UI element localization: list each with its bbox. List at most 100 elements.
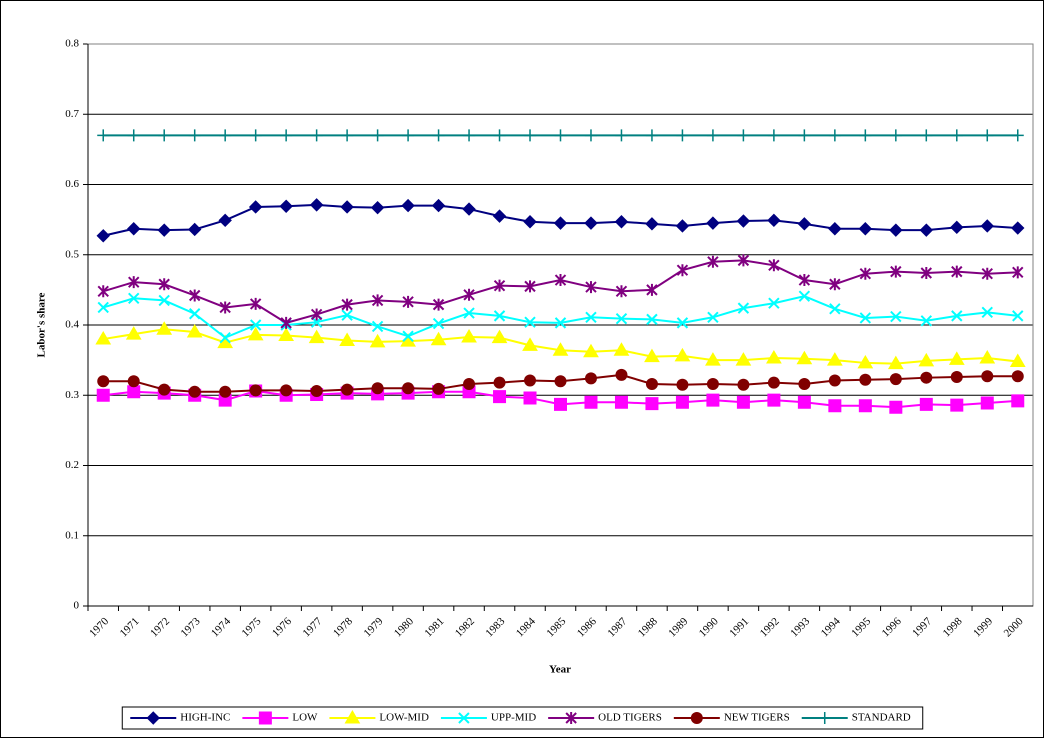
y-tick-label: 0.8 [65, 38, 79, 50]
marker [127, 385, 141, 399]
marker [341, 129, 354, 142]
marker [370, 200, 385, 215]
marker [676, 264, 689, 277]
marker [735, 352, 752, 366]
marker [524, 129, 537, 142]
marker [554, 397, 567, 411]
marker [432, 382, 445, 395]
marker [858, 399, 872, 413]
marker [818, 712, 831, 724]
marker [463, 378, 476, 391]
marker [402, 129, 415, 142]
marker [524, 374, 537, 387]
marker [309, 198, 324, 212]
marker [737, 129, 750, 142]
marker [431, 198, 446, 213]
marker [554, 317, 567, 329]
marker [737, 302, 750, 314]
marker [889, 373, 902, 386]
marker [247, 326, 264, 341]
marker [279, 199, 293, 213]
marker [584, 395, 598, 409]
marker [554, 129, 567, 142]
marker [310, 129, 323, 142]
y-tick-label: 0.1 [65, 529, 79, 541]
marker [341, 383, 354, 396]
marker [644, 348, 660, 363]
marker [676, 317, 689, 329]
marker [920, 315, 933, 327]
marker [615, 312, 628, 325]
marker [248, 200, 263, 214]
marker [584, 372, 597, 385]
marker [585, 281, 597, 294]
marker [158, 278, 170, 291]
marker [645, 217, 659, 231]
marker [280, 384, 293, 397]
marker [829, 278, 841, 291]
marker [219, 301, 231, 314]
marker [890, 310, 902, 323]
marker [493, 129, 506, 142]
marker [249, 129, 262, 142]
marker [889, 129, 902, 142]
marker [249, 384, 262, 397]
marker [249, 297, 262, 310]
marker [828, 222, 842, 236]
marker [125, 326, 142, 340]
marker [218, 213, 232, 228]
marker [737, 378, 750, 391]
marker [615, 368, 628, 381]
marker [188, 308, 201, 320]
marker [127, 129, 140, 142]
series [97, 129, 1024, 142]
series [95, 321, 1026, 370]
marker [188, 289, 201, 302]
marker [95, 331, 112, 345]
legend-box [121, 706, 924, 730]
marker [341, 298, 353, 311]
marker [798, 274, 811, 287]
marker [219, 331, 231, 344]
marker [371, 294, 384, 307]
series [97, 290, 1024, 344]
marker [552, 342, 569, 356]
marker [950, 220, 964, 235]
marker [828, 374, 841, 387]
marker [706, 378, 719, 391]
marker [889, 223, 903, 237]
marker [950, 370, 963, 383]
legend-label: UPP-MID [491, 712, 536, 724]
legend-label: LOW [292, 712, 318, 724]
legend-label: NEW TIGERS [724, 712, 790, 724]
y-axis-label: Labor's share [36, 292, 48, 357]
marker [857, 354, 874, 369]
legend-label: HIGH-INC [180, 712, 230, 724]
marker [798, 129, 811, 142]
marker [980, 219, 994, 233]
marker [432, 317, 445, 330]
marker [523, 215, 537, 229]
marker [402, 295, 414, 308]
marker [950, 129, 963, 142]
marker [371, 320, 384, 333]
marker [646, 313, 658, 326]
marker [950, 398, 964, 412]
marker [706, 216, 720, 230]
marker [676, 129, 689, 142]
marker [524, 316, 536, 328]
marker [919, 223, 934, 237]
marker [859, 373, 872, 386]
legend-label: STANDARD [852, 712, 911, 724]
marker [280, 316, 292, 329]
marker [859, 267, 872, 280]
marker [767, 376, 780, 389]
series [97, 368, 1024, 398]
marker [1011, 221, 1025, 235]
y-tick-label: 0.5 [65, 248, 79, 260]
series [97, 254, 1024, 329]
marker [462, 202, 476, 216]
marker [158, 383, 171, 396]
